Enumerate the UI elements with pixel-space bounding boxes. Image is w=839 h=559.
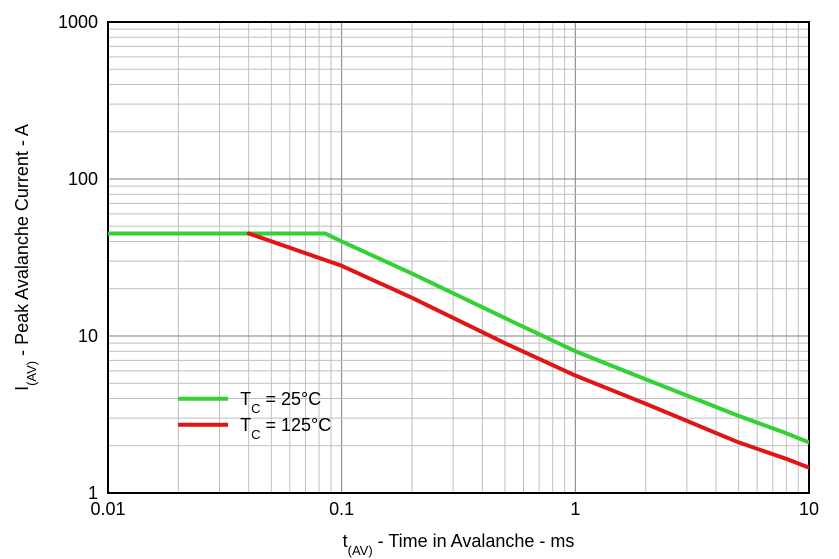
avalanche-chart: 0.010.11101101001000t(AV) - Time in Aval… — [0, 0, 839, 559]
x-tick-label: 10 — [799, 499, 819, 519]
x-tick-label: 0.1 — [329, 499, 354, 519]
y-tick-label: 100 — [68, 169, 98, 189]
chart-container: 0.010.11101101001000t(AV) - Time in Aval… — [0, 0, 839, 559]
y-tick-label: 10 — [78, 326, 98, 346]
chart-bg — [0, 0, 839, 559]
y-tick-label: 1000 — [58, 12, 98, 32]
x-tick-label: 1 — [570, 499, 580, 519]
y-tick-label: 1 — [88, 483, 98, 503]
